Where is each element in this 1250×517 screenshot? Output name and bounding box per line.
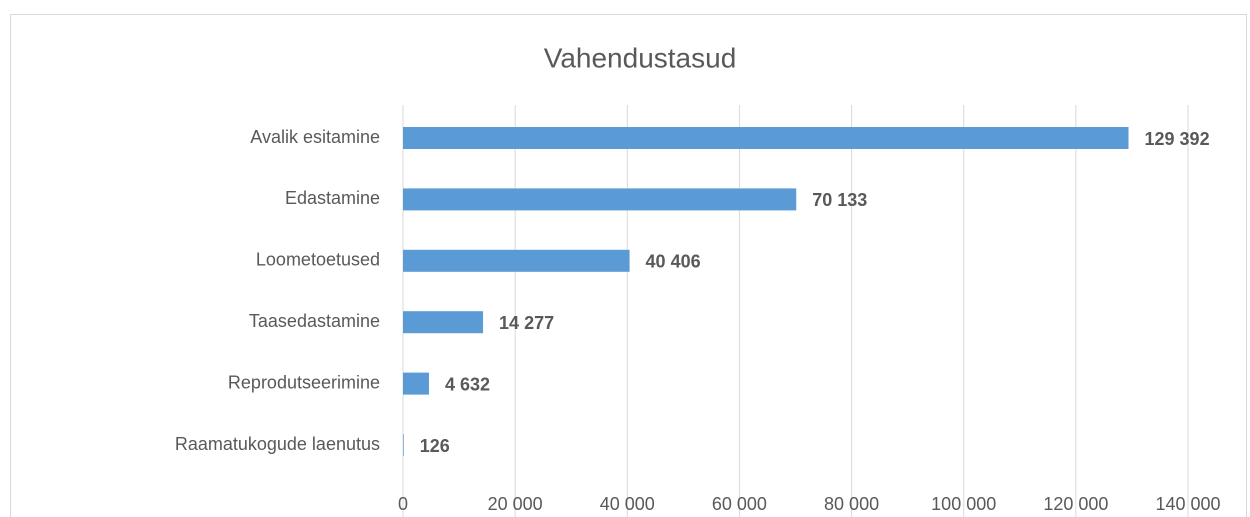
bar bbox=[403, 434, 404, 456]
x-tick-label: 80 000 bbox=[824, 494, 879, 514]
x-tick-label: 0 bbox=[398, 494, 408, 514]
x-tick-label: 40 000 bbox=[600, 494, 655, 514]
chart-title: Vahendustasud bbox=[544, 42, 737, 73]
x-tick-label: 20 000 bbox=[488, 494, 543, 514]
value-label: 126 bbox=[420, 436, 450, 456]
x-tick-label: 140 000 bbox=[1155, 494, 1220, 514]
bar bbox=[403, 372, 429, 395]
y-tick-label: Loometoetused bbox=[256, 250, 380, 270]
x-tick-label: 60 000 bbox=[712, 494, 767, 514]
y-tick-label: Avalik esitamine bbox=[250, 127, 380, 147]
chart-border bbox=[10, 14, 1247, 517]
bar bbox=[403, 188, 797, 211]
value-label: 129 392 bbox=[1145, 129, 1210, 149]
x-tick-label: 100 000 bbox=[931, 494, 996, 514]
y-tick-label: Reprodutseerimine bbox=[228, 372, 380, 392]
value-label: 4 632 bbox=[445, 374, 490, 394]
value-label: 40 406 bbox=[646, 252, 701, 272]
y-tick-label: Edastamine bbox=[285, 188, 380, 208]
bar bbox=[403, 127, 1129, 149]
bar bbox=[403, 249, 630, 272]
bar bbox=[403, 311, 484, 334]
value-label: 70 133 bbox=[812, 190, 867, 210]
x-tick-label: 120 000 bbox=[1043, 494, 1108, 514]
y-tick-label: Taasedastamine bbox=[249, 311, 380, 331]
y-tick-label: Raamatukogude laenutus bbox=[175, 434, 380, 454]
value-label: 14 277 bbox=[499, 313, 554, 333]
